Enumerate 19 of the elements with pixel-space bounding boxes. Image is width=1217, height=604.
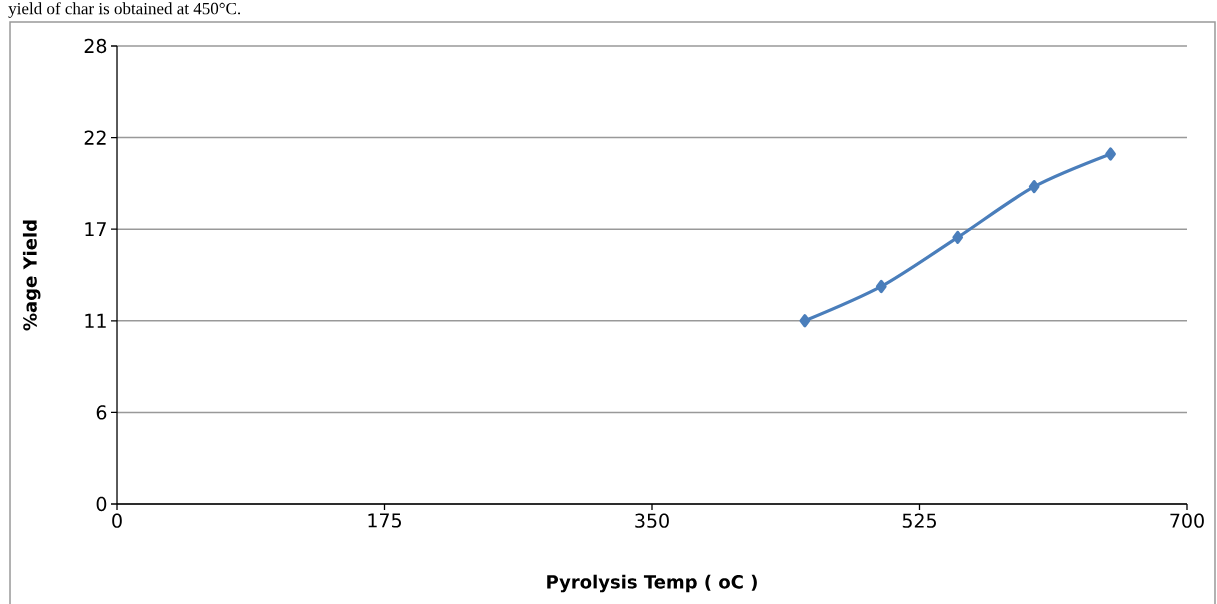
y-tick-label: 22 (84, 130, 106, 145)
point (1105, 147, 1116, 161)
x-tick-label: 175 (368, 513, 401, 528)
x-tick-label: 700 (1170, 513, 1204, 528)
y-tick-label: 0 (96, 496, 107, 512)
x-axis-title: Pyrolysis Temp ( oC ) (547, 574, 757, 593)
text: yield of char is obtained at 450°C. (8, 2, 241, 18)
x-tick-label: 350 (635, 513, 669, 528)
point (799, 314, 811, 328)
y-axis-title: %age Yield (22, 220, 41, 331)
y-tick-label: 28 (84, 38, 107, 54)
x-tick-label: 525 (902, 513, 936, 528)
y-tick-label: 11 (85, 313, 106, 328)
x-tick-label: 0 (112, 513, 122, 528)
y-tick-label: 17 (85, 222, 106, 237)
point (875, 279, 887, 294)
y-tick-label: 6 (96, 405, 107, 420)
point (1028, 180, 1040, 194)
point (952, 230, 964, 244)
